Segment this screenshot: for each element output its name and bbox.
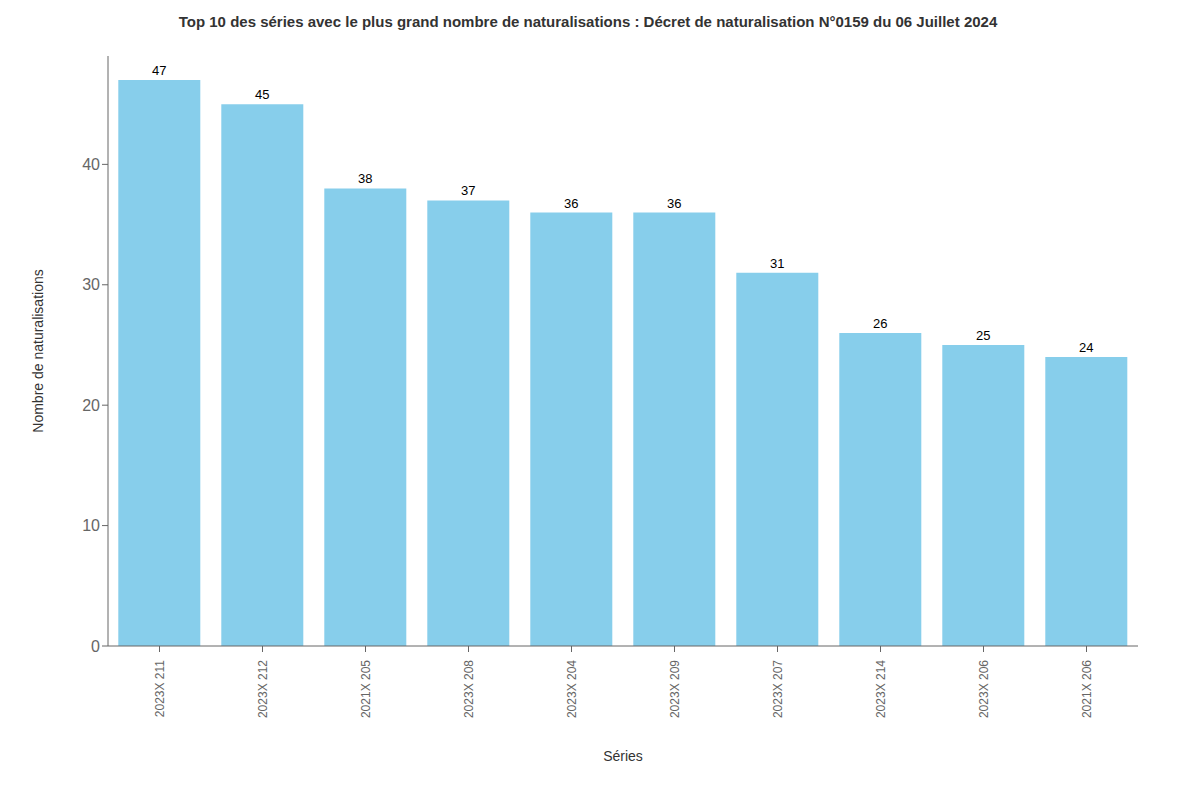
svg-text:36: 36 (564, 196, 578, 211)
svg-text:31: 31 (770, 256, 784, 271)
svg-text:2023X 206: 2023X 206 (977, 660, 991, 718)
svg-text:2023X 208: 2023X 208 (462, 660, 476, 718)
svg-text:10: 10 (82, 517, 100, 534)
svg-text:2023X 204: 2023X 204 (565, 660, 579, 718)
svg-text:0: 0 (91, 638, 100, 655)
svg-text:45: 45 (255, 87, 269, 102)
svg-text:47: 47 (152, 63, 166, 78)
svg-text:2023X 209: 2023X 209 (668, 660, 682, 718)
svg-text:40: 40 (82, 156, 100, 173)
svg-text:24: 24 (1079, 340, 1093, 355)
svg-text:26: 26 (873, 316, 887, 331)
html-text:Top 10 des séries avec le plus: Top 10 des séries avec le plus grand nom… (178, 13, 998, 30)
svg-text:2023X 211: 2023X 211 (153, 660, 167, 717)
svg-text:37: 37 (461, 183, 475, 198)
svg-text:20: 20 (82, 397, 100, 414)
svg-text:30: 30 (82, 276, 100, 293)
svg-text:36: 36 (667, 196, 681, 211)
svg-text:38: 38 (358, 171, 372, 186)
svg-text:Séries: Séries (603, 748, 643, 764)
svg-text:2021X 205: 2021X 205 (359, 660, 373, 718)
svg-text:2023X 207: 2023X 207 (771, 660, 785, 718)
svg-text:2023X 212: 2023X 212 (256, 660, 270, 718)
svg-text:2023X 214: 2023X 214 (874, 660, 888, 718)
svg-text:2021X 206: 2021X 206 (1080, 660, 1094, 718)
svg-text:Nombre de naturalisations: Nombre de naturalisations (30, 269, 46, 432)
svg-text:25: 25 (976, 328, 990, 343)
